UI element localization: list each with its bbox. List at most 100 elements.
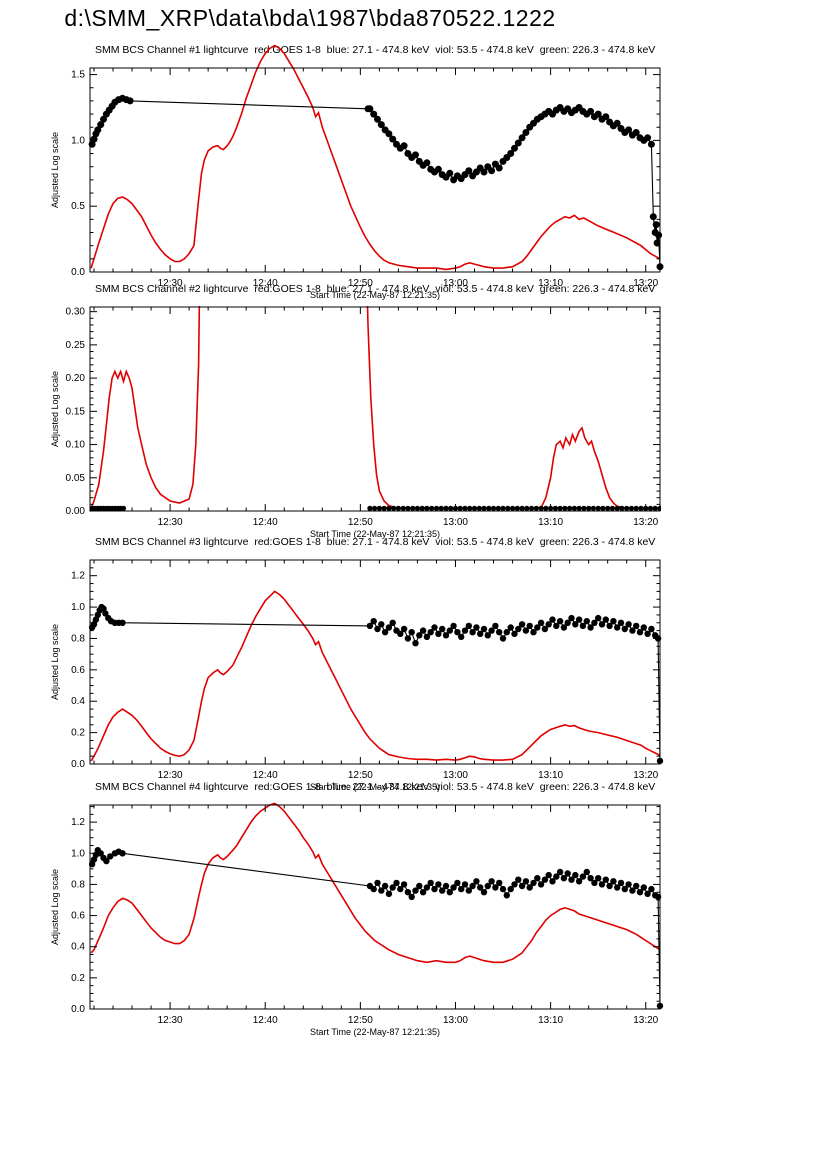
bcs-channel-4-point (385, 890, 393, 897)
bcs-channel-4-point (515, 876, 522, 883)
bcs-channel-3-point (579, 622, 587, 630)
plot-frame (89, 306, 661, 512)
x-tick-label: 12:30 (158, 278, 183, 289)
bcs-channel-3-point (446, 627, 453, 634)
y-tick-label: 0.30 (66, 307, 86, 318)
bcs-channel-3-point (454, 629, 461, 636)
bcs-channel-4-point (549, 878, 556, 885)
bcs-channel-1-point (594, 110, 602, 118)
bcs-channel-3-point (621, 625, 628, 633)
bcs-channel-4-point (435, 881, 442, 888)
bcs-channel-3-point (560, 624, 568, 631)
bcs-channel-4-point (530, 879, 537, 887)
bcs-channel-4-point (458, 885, 465, 893)
bcs-channel-1-point (514, 139, 522, 147)
bcs-channel-2-point (486, 505, 492, 511)
bcs-channel-4-point (378, 887, 385, 894)
bcs-channel-3-point (568, 614, 575, 622)
plot-mark (89, 306, 661, 511)
bcs-channel-4-point (480, 889, 488, 896)
x-tick-label: 12:40 (253, 517, 278, 528)
bcs-channel-1-point (446, 169, 454, 177)
bcs-channel-4-point (541, 876, 549, 883)
bcs-channel-2-point (467, 505, 473, 511)
bcs-channel-2-point (633, 505, 639, 511)
bcs-channel-3-point (507, 624, 514, 631)
bcs-channel-2-point (400, 505, 406, 511)
bcs-channel-3-point (385, 624, 393, 631)
x-axis-label: Start Time (22-May-87 12:21:35) (310, 1027, 440, 1037)
bcs-channel-1-point (644, 134, 652, 142)
bcs-channel-2-point (543, 505, 549, 511)
bcs-channel-4-point (545, 871, 552, 879)
y-tick-label: 0.8 (71, 879, 85, 890)
y-axis-label: Adjusted Log scale (50, 624, 60, 700)
bcs-channel-2-point (609, 505, 616, 511)
bcs-channel-4-point (518, 882, 526, 890)
x-tick-label: 12:50 (348, 278, 373, 289)
bcs-channel-4-point (477, 884, 484, 891)
goes-1-8-curve (90, 306, 660, 510)
bcs-channel-1-point (400, 142, 408, 150)
x-tick-label: 13:20 (633, 1015, 658, 1026)
y-tick-label: 0.6 (71, 911, 85, 922)
bcs-channel-3-point (496, 629, 503, 636)
panel-3-plot: 12:30 12:40 12:50 13:00 13:10 13:20 0.0 0.2 0.4 0… (50, 559, 664, 792)
bcs-channel-3-point (564, 619, 571, 626)
x-tick-label: 13:00 (443, 1015, 468, 1026)
bcs-channel-1-point (488, 167, 496, 175)
panel-3: SMM BCS Channel #3 lightcurve red:GOES 1… (0, 534, 826, 794)
bcs-channel-4-point (408, 893, 415, 901)
bcs-channel-2-point (448, 505, 454, 511)
bcs-channel-4-point (602, 876, 609, 883)
bcs-channel-4-point (610, 878, 617, 885)
bcs-channel-3-point (465, 622, 472, 630)
x-tick-label: 12:50 (348, 1015, 373, 1026)
bcs-channel-3-point (431, 624, 438, 631)
bcs-channel-4-point (507, 885, 514, 893)
bcs-channel-3-point (614, 624, 621, 631)
bcs-channel-4-point (568, 876, 575, 883)
bcs-channel-2-point (120, 505, 127, 511)
y-axis-label: Adjusted Log scale (50, 869, 60, 945)
panel-1-title: SMM BCS Channel #1 lightcurve red:GOES 1… (95, 44, 656, 56)
x-tick-label: 12:40 (253, 770, 278, 781)
bcs-channel-2-point (524, 505, 530, 511)
bcs-channel-4-point (370, 885, 377, 893)
bcs-channel-2-point (410, 505, 416, 511)
bcs-channel-3-point (556, 618, 564, 625)
panel-4-plot: 12:30 12:40 12:50 13:00 13:10 13:20 0.0 0.2 0.4 0… (50, 802, 664, 1037)
bcs-channel-4-point (556, 868, 564, 876)
x-tick-label: 12:50 (348, 770, 373, 781)
bcs-channel-4-point (389, 884, 396, 891)
bcs-channel-2-point (500, 505, 506, 511)
bcs-channel-3-point (404, 635, 412, 642)
bcs-channel-4-point (553, 873, 560, 880)
y-tick-label: 0.20 (66, 373, 86, 384)
x-tick-label: 12:30 (158, 1015, 183, 1026)
bcs-channel-1-point (434, 165, 442, 173)
bcs-channel-1-point (507, 150, 515, 157)
bcs-channel-1-point (522, 129, 530, 136)
bcs-channel-1-point (465, 167, 473, 175)
bcs-channel-1-point (389, 135, 397, 143)
y-tick-label: 1.5 (71, 70, 85, 81)
bcs-channel-1-point (652, 221, 660, 229)
bcs-channel-3-point (511, 630, 518, 637)
bcs-channel-2-point (443, 505, 449, 511)
bcs-channel-4-point (412, 887, 419, 894)
bcs-channel-4-point (583, 868, 590, 876)
panel-3-title: SMM BCS Channel #3 lightcurve red:GOES 1… (95, 536, 656, 548)
bcs-channel-2-point (552, 505, 559, 511)
bcs-channel-3-point (102, 610, 109, 617)
bcs-channel-4-point (400, 881, 408, 888)
bcs-channel-2-point (538, 505, 544, 511)
bcs-channel-2-point (495, 505, 501, 511)
x-axis-label: Start Time (22-May-87 12:21:35) (310, 290, 440, 300)
bcs-channel-2-point (595, 505, 601, 511)
bcs-channel-2-point (600, 505, 606, 511)
bcs-channel-3-point (408, 629, 415, 636)
bcs-channel-2-point (386, 505, 392, 511)
bcs-channel-3-point (480, 625, 488, 633)
bcs-channel-3-point (587, 624, 594, 631)
